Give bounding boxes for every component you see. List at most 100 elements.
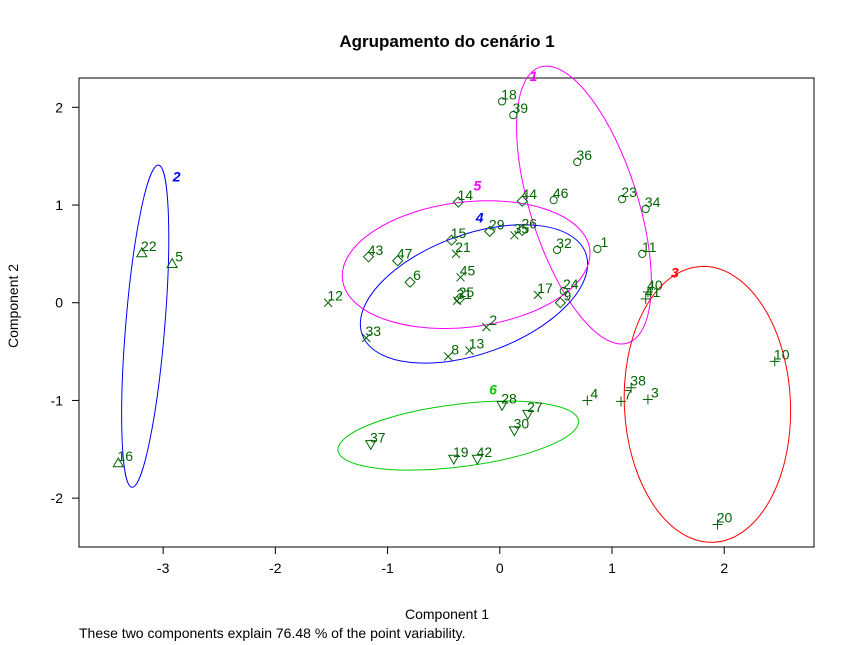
point-label-1: 1 xyxy=(601,234,609,250)
cluster-label-1: 1 xyxy=(530,68,538,84)
plot-frame xyxy=(78,77,815,548)
point-22 xyxy=(135,246,148,258)
x-tick-label: 2 xyxy=(720,560,728,576)
point-label-27: 27 xyxy=(527,399,543,415)
y-tick-label: -2 xyxy=(51,490,64,506)
point-14 xyxy=(452,196,464,208)
point-label-46: 46 xyxy=(553,185,569,201)
y-tick-label: 0 xyxy=(55,295,63,311)
point-label-25: 25 xyxy=(459,284,475,300)
point-label-12: 12 xyxy=(327,288,343,304)
point-23 xyxy=(618,195,627,204)
point-label-15: 15 xyxy=(451,225,467,241)
point-label-3: 3 xyxy=(651,384,659,400)
point-40 xyxy=(642,286,653,297)
point-39 xyxy=(509,111,518,120)
cluster-ellipses xyxy=(121,65,792,543)
point-41 xyxy=(640,293,651,304)
cluster-ellipse-6 xyxy=(337,400,580,471)
point-label-9: 9 xyxy=(563,288,571,304)
point-43 xyxy=(362,251,375,263)
point-label-40: 40 xyxy=(647,277,663,293)
cluster-label-4: 4 xyxy=(475,210,484,226)
point-25 xyxy=(453,293,466,305)
cluster-label-2: 2 xyxy=(172,169,181,185)
point-12 xyxy=(323,298,333,308)
x-axis-label: Component 1 xyxy=(405,606,489,622)
cluster-ellipse-2 xyxy=(121,164,170,488)
point-label-17: 17 xyxy=(537,280,553,296)
point-26 xyxy=(516,224,528,237)
cluster-label-6: 6 xyxy=(489,382,497,398)
point-label-30: 30 xyxy=(514,416,530,432)
point-28 xyxy=(496,401,508,412)
point-37 xyxy=(364,440,377,451)
y-tick-label: 1 xyxy=(55,197,63,213)
point-label-11: 11 xyxy=(642,239,657,255)
point-label-8: 8 xyxy=(451,341,459,357)
point-label-18: 18 xyxy=(501,86,517,102)
point-10 xyxy=(769,356,780,367)
point-42 xyxy=(471,454,484,466)
x-tick-label: -1 xyxy=(381,560,394,576)
point-label-35: 35 xyxy=(514,220,530,236)
point-36 xyxy=(573,157,582,167)
point-13 xyxy=(465,346,474,355)
point-label-22: 22 xyxy=(141,238,157,254)
cluster-ellipse-5 xyxy=(341,200,591,329)
y-axis: -2 -1 0 1 2 xyxy=(51,99,79,506)
point-31 xyxy=(452,296,462,306)
point-label-24: 24 xyxy=(563,276,579,292)
point-label-41: 41 xyxy=(645,284,661,300)
point-45 xyxy=(456,272,465,282)
point-30 xyxy=(508,426,521,437)
point-label-23: 23 xyxy=(621,184,637,200)
y-axis-label: Component 2 xyxy=(5,264,21,348)
point-47 xyxy=(391,255,404,267)
point-label-7: 7 xyxy=(624,386,632,402)
point-32 xyxy=(552,245,562,255)
point-label-16: 16 xyxy=(117,448,133,464)
point-38 xyxy=(626,382,637,393)
point-18 xyxy=(497,97,507,106)
point-label-47: 47 xyxy=(397,246,413,262)
chart-title: Agrupamento do cenário 1 xyxy=(339,32,554,51)
point-label-13: 13 xyxy=(469,336,485,352)
x-tick-label: 1 xyxy=(608,560,616,576)
point-label-29: 29 xyxy=(489,216,505,232)
point-35 xyxy=(510,230,519,240)
point-label-2: 2 xyxy=(489,312,497,328)
point-11 xyxy=(638,249,647,258)
point-24 xyxy=(559,286,568,296)
point-3 xyxy=(642,394,653,405)
point-20 xyxy=(712,519,723,530)
point-label-44: 44 xyxy=(521,186,537,202)
point-label-5: 5 xyxy=(175,249,183,265)
point-33 xyxy=(361,333,371,343)
point-label-32: 32 xyxy=(556,235,572,251)
point-label-39: 39 xyxy=(512,100,528,116)
point-17 xyxy=(533,290,543,300)
y-tick-label: -1 xyxy=(51,392,64,408)
x-axis: -3 -2 -1 0 1 2 xyxy=(157,547,728,576)
point-46 xyxy=(549,196,558,205)
point-19 xyxy=(447,454,460,466)
y-tick-label: 2 xyxy=(55,99,63,115)
x-tick-label: -3 xyxy=(157,560,170,576)
point-1 xyxy=(593,244,602,254)
point-label-45: 45 xyxy=(460,262,476,278)
point-label-31: 31 xyxy=(456,286,472,302)
point-label-20: 20 xyxy=(717,510,733,526)
point-2 xyxy=(481,322,491,332)
point-label-33: 33 xyxy=(365,323,381,339)
point-labels: 1234567891011121314151617181920212223242… xyxy=(117,86,789,525)
variability-note: These two components explain 76.48 % of … xyxy=(79,625,466,641)
point-label-4: 4 xyxy=(590,385,598,401)
point-label-21: 21 xyxy=(455,239,471,255)
point-29 xyxy=(483,225,496,238)
x-tick-label: 0 xyxy=(496,560,504,576)
data-points xyxy=(112,97,780,530)
point-label-38: 38 xyxy=(630,373,646,389)
